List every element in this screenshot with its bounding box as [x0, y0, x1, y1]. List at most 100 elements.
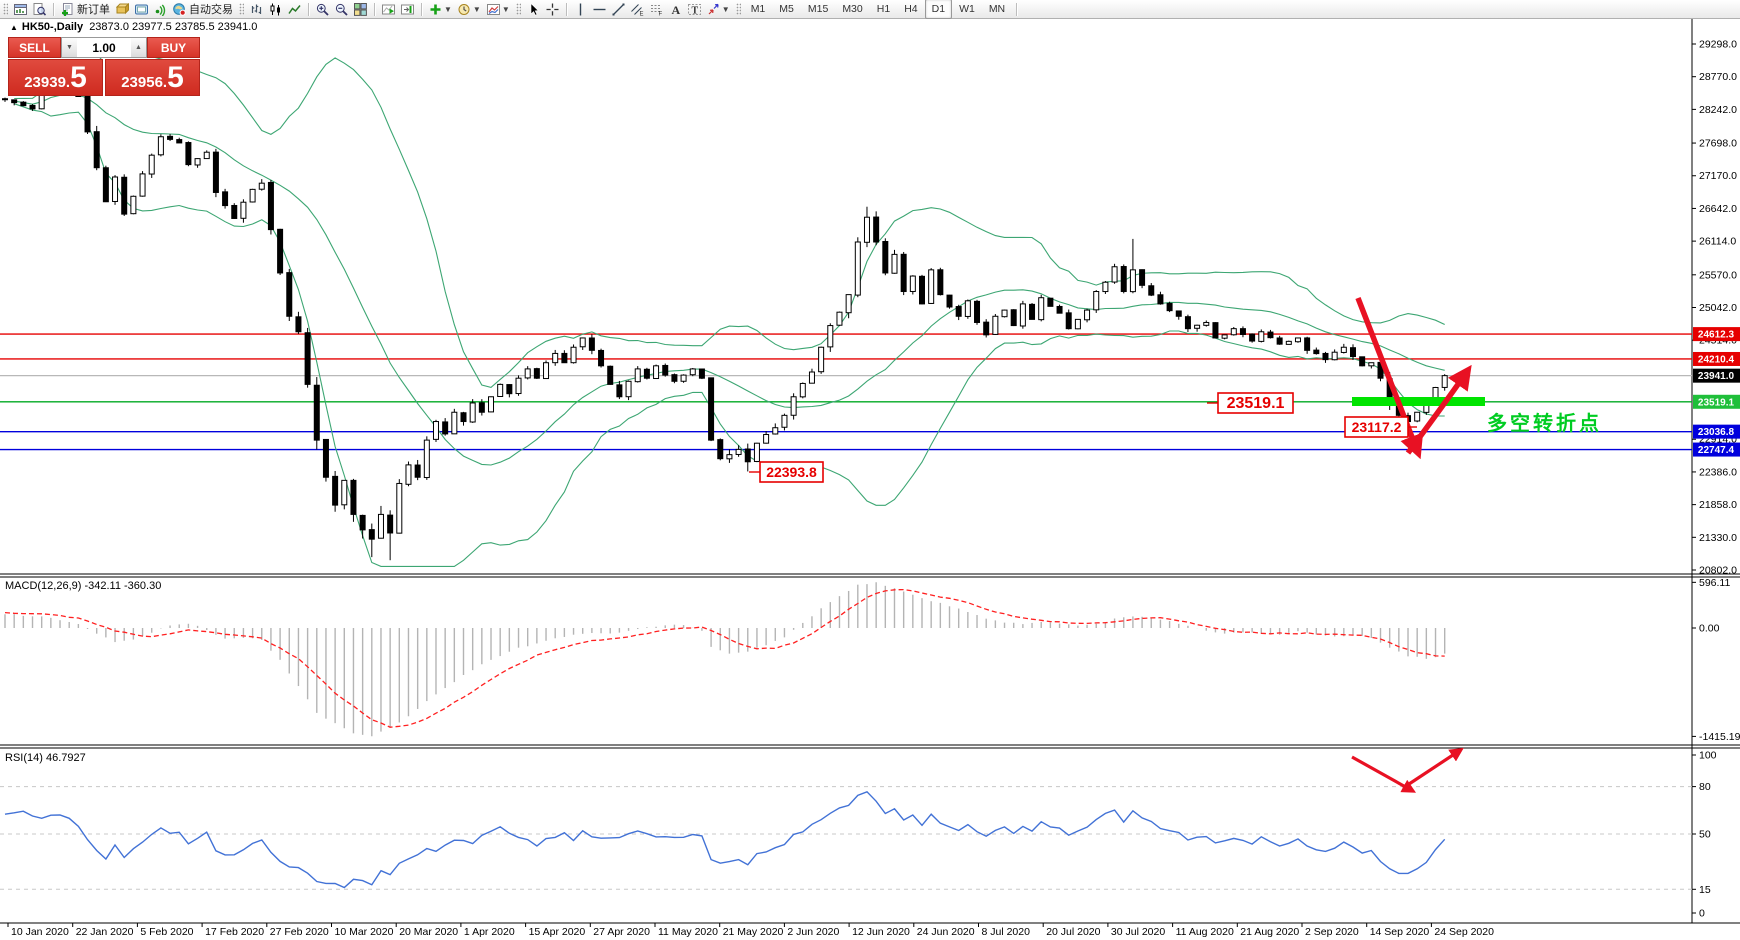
- cursor-icon: [530, 2, 539, 16]
- price-axis[interactable]: 29298.0 28770.0 28242.0 27698.0 27170.0 26642…: [1692, 39, 1740, 577]
- toolbar-drag-handle[interactable]: [515, 3, 521, 15]
- svg-text:22386.0: 22386.0: [1699, 466, 1737, 478]
- price-callouts[interactable]: 23519.1 23117.2 22393.8: [749, 392, 1417, 483]
- auto-scroll-button[interactable]: [379, 1, 398, 17]
- zoom-in-button[interactable]: [313, 1, 332, 17]
- chevron-down-icon: ▼: [721, 4, 730, 14]
- svg-text:23519.1: 23519.1: [1227, 395, 1285, 412]
- chart-shift-icon: [401, 4, 414, 14]
- buy-button[interactable]: BUY: [147, 37, 200, 58]
- toolbar-drag-handle[interactable]: [735, 3, 741, 15]
- timeframe-mn-button[interactable]: MN: [988, 3, 1006, 15]
- svg-text:26642.0: 26642.0: [1699, 203, 1737, 215]
- timeframe-m15-button[interactable]: M15: [807, 3, 829, 15]
- buy-price[interactable]: 23956. 5: [105, 59, 200, 96]
- date-tick-label: 24 Sep 2020: [1434, 926, 1494, 938]
- timeframe-m5-button[interactable]: M5: [779, 3, 794, 15]
- bull-bear-turning-point-note[interactable]: 多空转折点: [1487, 411, 1602, 435]
- volume-decrease-icon[interactable]: ▼: [62, 38, 77, 57]
- svg-text:50: 50: [1699, 829, 1711, 841]
- chevron-down-icon: ▼: [501, 4, 510, 14]
- toolbar-drag-handle[interactable]: [239, 3, 244, 15]
- equidistant-channel-button[interactable]: E: [628, 1, 647, 17]
- new-order-icon: [62, 2, 73, 16]
- crosshair-button[interactable]: [543, 1, 562, 17]
- volume-increase-icon[interactable]: ▲: [131, 38, 146, 57]
- timeframe-m1-button[interactable]: M1: [750, 3, 766, 15]
- auto-trading-button[interactable]: 自动交易: [170, 1, 236, 17]
- sell-price[interactable]: 23939. 5: [8, 59, 103, 96]
- data-window-button[interactable]: [132, 1, 151, 17]
- svg-text:25570.0: 25570.0: [1699, 269, 1737, 281]
- profiles-icon: [33, 2, 46, 16]
- volume-stepper: ▼ ▲: [61, 37, 147, 58]
- svg-text:29298.0: 29298.0: [1699, 39, 1737, 51]
- toolbar-separator: [53, 2, 54, 16]
- rsi-arrows[interactable]: [1351, 747, 1464, 793]
- rsi-pane-label: RSI(14) 46.7927: [5, 752, 86, 764]
- navigator-button[interactable]: [151, 1, 170, 17]
- rsi-levels: [0, 786, 1692, 890]
- svg-text:F: F: [658, 11, 662, 16]
- text-label-button[interactable]: T: [685, 1, 704, 17]
- line-chart-button[interactable]: [285, 1, 304, 17]
- timeframe-m30-button[interactable]: M30: [842, 3, 863, 15]
- svg-text:28770.0: 28770.0: [1699, 71, 1737, 83]
- chart-shift-button[interactable]: [398, 1, 417, 17]
- date-tick-label: 24 Jun 2020: [917, 926, 975, 938]
- date-tick-label: 11 May 2020: [658, 926, 718, 938]
- svg-text:23117.2: 23117.2: [1352, 419, 1402, 435]
- text-icon: A: [671, 3, 680, 16]
- auto-scroll-icon: [382, 4, 395, 14]
- cursor-button[interactable]: [524, 1, 543, 17]
- svg-text:24210.4: 24210.4: [1698, 354, 1735, 365]
- rsi-axis: 100 80 50 15 0: [1692, 750, 1717, 920]
- fibonacci-button[interactable]: F: [647, 1, 666, 17]
- svg-text:100: 100: [1699, 750, 1717, 762]
- vertical-line-button[interactable]: [571, 1, 590, 17]
- sell-button[interactable]: SELL: [8, 37, 61, 58]
- date-tick-label: 5 Feb 2020: [140, 926, 193, 938]
- zoom-out-button[interactable]: [332, 1, 351, 17]
- date-tick-label: 21 Aug 2020: [1240, 926, 1299, 938]
- date-axis[interactable]: 10 Jan 2020 22 Jan 2020 5 Feb 2020 17 Feb 2…: [7, 923, 1494, 938]
- timeframe-h4-button[interactable]: H4: [904, 3, 918, 15]
- timeframe-d1-button[interactable]: D1: [924, 0, 953, 19]
- candlestick-chart-button[interactable]: [266, 1, 285, 17]
- svg-text:26114.0: 26114.0: [1699, 236, 1736, 248]
- svg-text:-1415.19: -1415.19: [1699, 731, 1740, 743]
- support-zone-bar[interactable]: [1352, 397, 1485, 406]
- candles: [2, 59, 1448, 561]
- timeframe-h1-button[interactable]: H1: [876, 3, 891, 15]
- horizontal-line-icon: [593, 8, 606, 10]
- arrows-button[interactable]: ▼: [704, 1, 733, 17]
- new-chart-button[interactable]: [11, 1, 30, 17]
- vertical-line-icon: [579, 3, 581, 15]
- indicators-icon: [430, 4, 441, 14]
- collapse-ohlc-icon[interactable]: ▲: [10, 23, 18, 32]
- macd-signal-line: [4, 588, 1445, 728]
- periods-button[interactable]: ▼: [455, 1, 484, 17]
- horizontal-line-button[interactable]: [590, 1, 609, 17]
- tile-windows-button[interactable]: [351, 1, 370, 17]
- date-tick-label: 20 Mar 2020: [399, 926, 458, 938]
- bar-chart-button[interactable]: [247, 1, 266, 17]
- data-window-icon: [135, 4, 148, 14]
- templates-button[interactable]: ▼: [484, 1, 513, 17]
- trendline-button[interactable]: [609, 1, 628, 17]
- svg-text:24612.3: 24612.3: [1698, 330, 1735, 341]
- svg-text:23519.1: 23519.1: [1698, 397, 1735, 408]
- toolbar-drag-handle[interactable]: [3, 3, 8, 15]
- market-watch-button[interactable]: [113, 1, 132, 17]
- toolbar-separator: [374, 2, 375, 16]
- timeframe-w1-button[interactable]: W1: [959, 3, 975, 15]
- profiles-button[interactable]: [30, 1, 49, 17]
- indicators-button[interactable]: ▼: [426, 1, 455, 17]
- svg-text:A: A: [671, 3, 680, 16]
- periods-icon: [458, 3, 470, 15]
- new-order-button[interactable]: 新订单: [58, 1, 113, 17]
- volume-input[interactable]: [77, 38, 131, 57]
- text-button[interactable]: A: [666, 1, 685, 17]
